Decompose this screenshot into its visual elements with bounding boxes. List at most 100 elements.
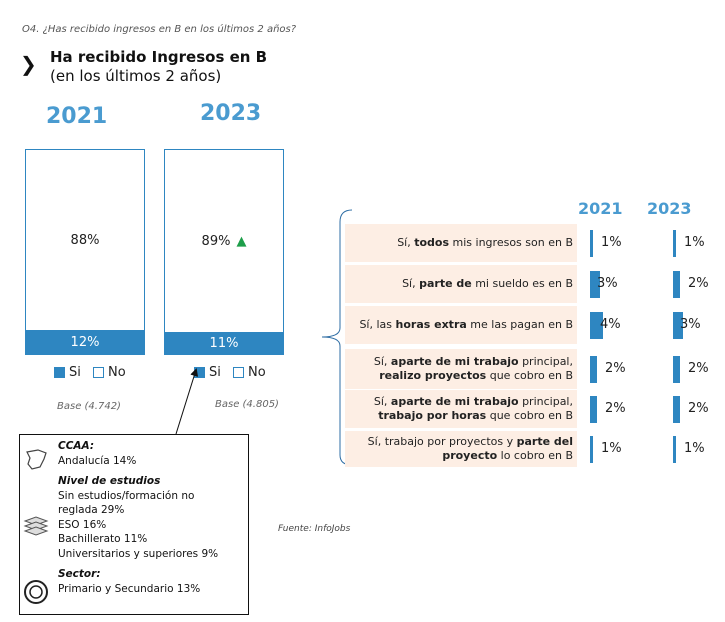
value-2023: 3% [680,317,701,332]
label-segment: aparte de mi trabajo [390,395,519,408]
stacked-bar-2023: 89% ▲ 11% [164,149,284,355]
answer-row: Sí, parte de mi sueldo es en B [345,265,577,303]
segment-si: 11% [165,332,283,354]
bar-2023 [673,230,676,257]
legend: Si No [54,365,126,380]
estudios-heading: Nivel de estudios [58,475,161,487]
estudios-item: Bachillerato 11% [58,533,148,545]
segment-no: 88% [26,150,144,330]
answer-label: Sí, las horas extra me las pagan en B [359,318,573,332]
segment-si: 12% [26,330,144,354]
source: Fuente: InfoJobs [278,524,351,534]
ccaa-heading: CCAA: [58,440,95,452]
segment-si-label: 11% [209,335,239,351]
bar-2021 [590,312,603,339]
answer-row: Sí, todos mis ingresos son en B [345,224,577,262]
answer-label: Sí, trabajo por proyectos y parte del pr… [345,435,573,463]
legend-no-swatch [93,367,105,378]
title-bold: Ha recibido Ingresos en B [50,48,268,66]
answer-label: Sí, parte de mi sueldo es en B [402,277,573,291]
label-segment: horas extra [395,318,467,331]
segment-no-label: 88% [70,232,100,248]
estudios-item: Sin estudios/formación no reglada 29% [58,489,195,517]
label-segment: Sí, [397,236,415,249]
label-segment: Sí, las [359,318,396,331]
legend-no: No [108,365,126,380]
year-2021: 2021 [46,104,108,129]
base-2023: Base (4.805) [215,399,279,410]
title-sub: (en los últimos 2 años) [50,67,222,85]
table-year-2023: 2023 [647,199,692,218]
legend-no-swatch [233,367,245,378]
sector-heading: Sector: [58,568,101,580]
value-2023: 1% [684,441,705,456]
value-2023: 2% [688,361,709,376]
answer-row: Sí, trabajo por proyectos y parte del pr… [345,431,577,467]
segment-no: 89% ▲ [165,150,283,332]
value-2021: 1% [601,441,622,456]
profile-box: CCAA: Andalucía 14% Nivel de estudios Si… [19,434,249,615]
legend-si-swatch [54,367,65,378]
value-2023: 2% [688,401,709,416]
legend-si: Si [209,365,221,380]
value-2023: 1% [684,235,705,250]
bar-2023 [673,312,683,339]
bar-2023 [673,271,680,298]
bar-2023 [673,356,680,383]
bar-2021 [590,396,597,423]
label-segment: Sí, [402,277,420,290]
brace [321,209,353,466]
value-2021: 4% [600,317,621,332]
value-2021: 2% [605,401,626,416]
base-2021: Base (4.742) [57,401,121,412]
value-2021: 3% [597,276,618,291]
label-segment: realizo proyectos [379,369,487,382]
legend: Si No [194,365,266,380]
label-segment: me las pagan en B [466,318,573,331]
bar-2021 [590,230,593,257]
label-segment: Sí, [373,355,391,368]
segment-si-label: 12% [70,334,100,350]
trend-up-icon: ▲ [236,233,247,249]
ccaa-value: Andalucía 14% [58,454,137,467]
label-segment: principal, [518,395,573,408]
label-segment: todos [414,236,450,249]
answer-row: Sí, aparte de mi trabajo principal, trab… [345,390,577,428]
legend-no: No [248,365,266,380]
label-segment: mis ingresos son en B [449,236,573,249]
label-segment: Sí, [373,395,391,408]
question: O4. ¿Has recibido ingresos en B en los ú… [22,24,297,35]
label-segment: aparte de mi trabajo [390,355,519,368]
year-2023: 2023 [200,101,262,126]
estudios-item: ESO 16% [58,518,107,531]
label-segment: Sí, trabajo por proyectos y [367,435,517,448]
arrow [175,368,199,435]
sector-value: Primario y Secundario 13% [58,582,201,595]
bar-2021 [590,436,593,463]
label-segment: parte de [419,277,472,290]
value-2021: 2% [605,361,626,376]
label-segment: trabajo por horas [378,409,487,422]
chevron-right-icon: ❯ [20,52,37,76]
books-icon [23,516,49,536]
stacked-bar-2021: 88% 12% [25,149,145,355]
title: Ha recibido Ingresos en B (en los último… [50,48,267,86]
label-segment: que cobro en B [486,369,573,382]
bar-2021 [590,356,597,383]
answer-row: Sí, aparte de mi trabajo principal, real… [345,349,577,389]
label-segment: lo cobro en B [497,449,573,462]
label-segment: parte del proyecto [442,435,573,462]
spain-map-icon [26,449,47,470]
label-segment: que cobro en B [486,409,573,422]
value-2023: 2% [688,276,709,291]
answer-label: Sí, todos mis ingresos son en B [397,236,573,250]
answer-label: Sí, aparte de mi trabajo principal, trab… [345,395,573,423]
value-2021: 1% [601,235,622,250]
label-segment: mi sueldo es en B [471,277,573,290]
sector-donut-icon [24,580,48,604]
estudios-item: Universitarios y superiores 9% [58,547,219,560]
bar-2021 [590,271,600,298]
legend-si: Si [69,365,81,380]
